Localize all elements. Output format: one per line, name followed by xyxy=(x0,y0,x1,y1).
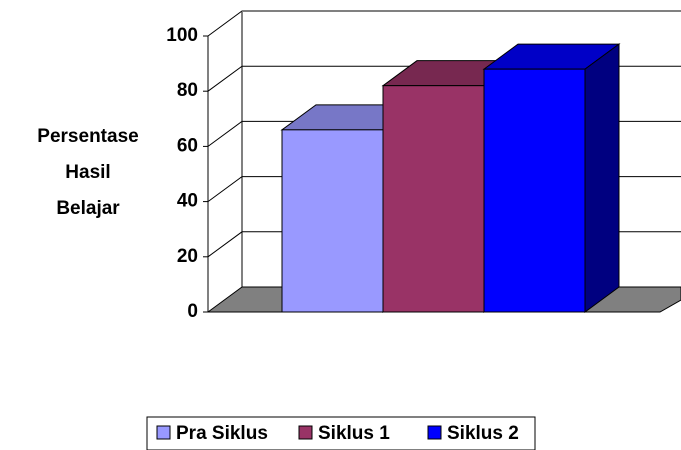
bar-side xyxy=(584,43,620,313)
y-tick-label: 80 xyxy=(177,80,198,101)
y-tick-label: 20 xyxy=(177,246,198,267)
bar xyxy=(281,129,384,313)
y-tick-label: 100 xyxy=(166,25,198,46)
legend-label: Siklus 1 xyxy=(318,423,390,444)
bar xyxy=(483,68,586,313)
legend xyxy=(146,416,536,450)
y-axis-label: Persentase Hasil Belajar xyxy=(37,126,138,219)
legend-swatch xyxy=(156,425,171,440)
y-tick-label: 0 xyxy=(187,301,198,322)
legend-swatch xyxy=(298,425,313,440)
grid-line xyxy=(207,10,681,37)
legend-label: Siklus 2 xyxy=(447,423,519,444)
y-tick-label: 60 xyxy=(177,135,198,156)
y-tick-label: 40 xyxy=(177,191,198,212)
legend-label: Pra Siklus xyxy=(176,423,268,444)
bar xyxy=(382,85,485,313)
legend-swatch xyxy=(427,425,442,440)
